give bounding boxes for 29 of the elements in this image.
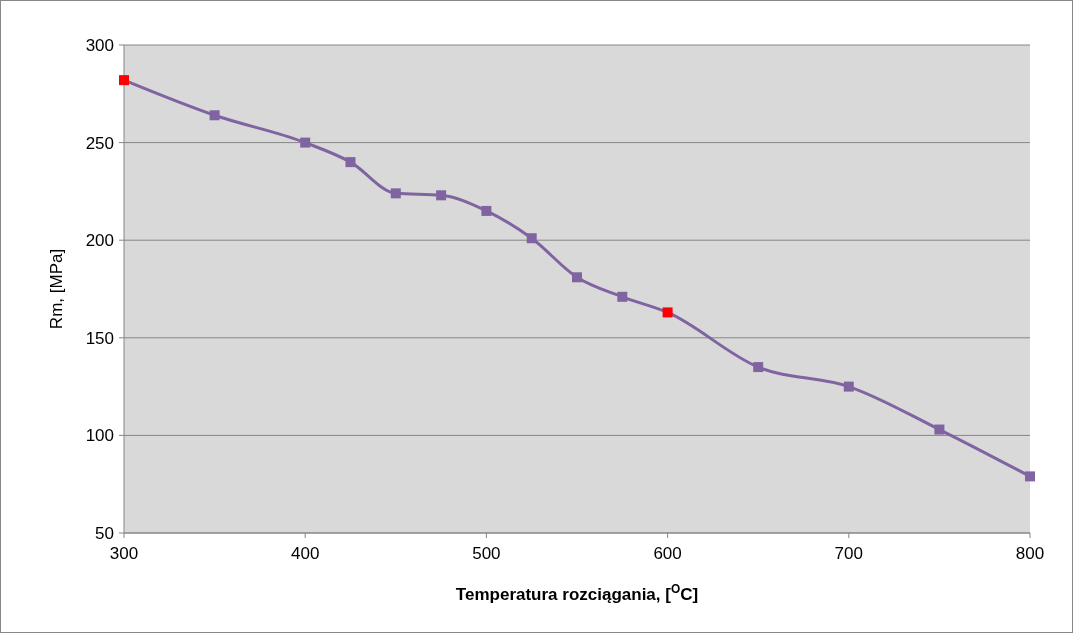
y-tick-label: 50 <box>95 523 114 543</box>
point <box>662 307 673 318</box>
y-tick-label: 150 <box>85 328 114 348</box>
point <box>390 188 401 199</box>
x-tick-label: 400 <box>291 544 320 563</box>
x-tick-label: 800 <box>1015 544 1045 563</box>
y-axis-title: Rm, [MPa] <box>47 248 66 330</box>
point <box>481 205 492 216</box>
point <box>209 110 220 121</box>
point <box>119 75 129 86</box>
x-tick-label: 600 <box>653 544 682 563</box>
point <box>1025 471 1035 482</box>
x-tick-label: 300 <box>109 544 139 563</box>
y-tick-label: 200 <box>85 231 114 251</box>
point <box>617 291 628 302</box>
point <box>436 190 447 201</box>
point <box>843 381 854 392</box>
point <box>572 272 582 283</box>
point <box>345 157 356 168</box>
x-axis-title: Temperatura rozciągania, [$^{O}$C] <box>455 582 699 604</box>
point <box>300 137 311 148</box>
point <box>934 424 945 435</box>
y-tick-label: 300 <box>85 35 114 55</box>
x-tick-label: 500 <box>472 544 501 563</box>
y-tick-label: 100 <box>85 426 114 446</box>
y-tick-label: 250 <box>85 133 114 153</box>
x-tick-label: 700 <box>834 544 863 563</box>
point <box>753 362 764 373</box>
point <box>526 233 537 244</box>
